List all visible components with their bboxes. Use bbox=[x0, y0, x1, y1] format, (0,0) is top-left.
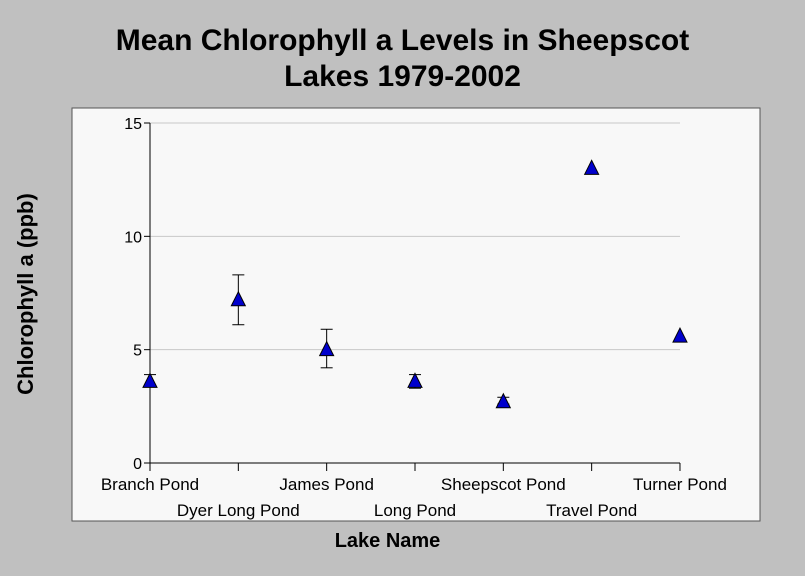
data-point bbox=[142, 372, 158, 388]
y-tick-label: 5 bbox=[133, 343, 142, 360]
x-tick-label: James Pond bbox=[279, 475, 374, 494]
x-tick-label: Turner Pond bbox=[633, 475, 727, 494]
data-point bbox=[318, 340, 335, 357]
data-point bbox=[230, 290, 247, 307]
data-point bbox=[407, 372, 423, 388]
x-tick-label: Dyer Long Pond bbox=[177, 501, 300, 520]
y-tick-label: 15 bbox=[124, 116, 142, 133]
chart-title-line-1: Mean Chlorophyll a Levels in Sheepscot bbox=[115, 24, 690, 57]
grid-lines bbox=[150, 122, 680, 351]
x-ticks: Branch Pond Dyer Long Pond James PondLong … bbox=[101, 463, 727, 520]
plot-area bbox=[71, 107, 761, 522]
x-tick-label: Branch Pond bbox=[101, 475, 199, 494]
data-point bbox=[672, 326, 688, 343]
chart-title-line-2: Lakes 1979-2002 bbox=[284, 60, 521, 93]
x-tick-label: Travel Pond bbox=[546, 501, 637, 520]
y-tick-label: 0 bbox=[133, 456, 142, 473]
data-markers bbox=[142, 159, 688, 409]
y-tick-label: 10 bbox=[124, 229, 142, 246]
y-ticks: 0 5 10 15 bbox=[124, 116, 150, 473]
data-point bbox=[583, 159, 600, 175]
x-tick-label: Sheepscot Pond bbox=[441, 475, 566, 494]
x-tick-label: Long Pond bbox=[374, 501, 456, 520]
data-point bbox=[495, 392, 512, 409]
x-axis-label: Lake Name bbox=[334, 530, 441, 552]
y-axis-label: Chlorophyll a (ppb) bbox=[13, 193, 38, 395]
